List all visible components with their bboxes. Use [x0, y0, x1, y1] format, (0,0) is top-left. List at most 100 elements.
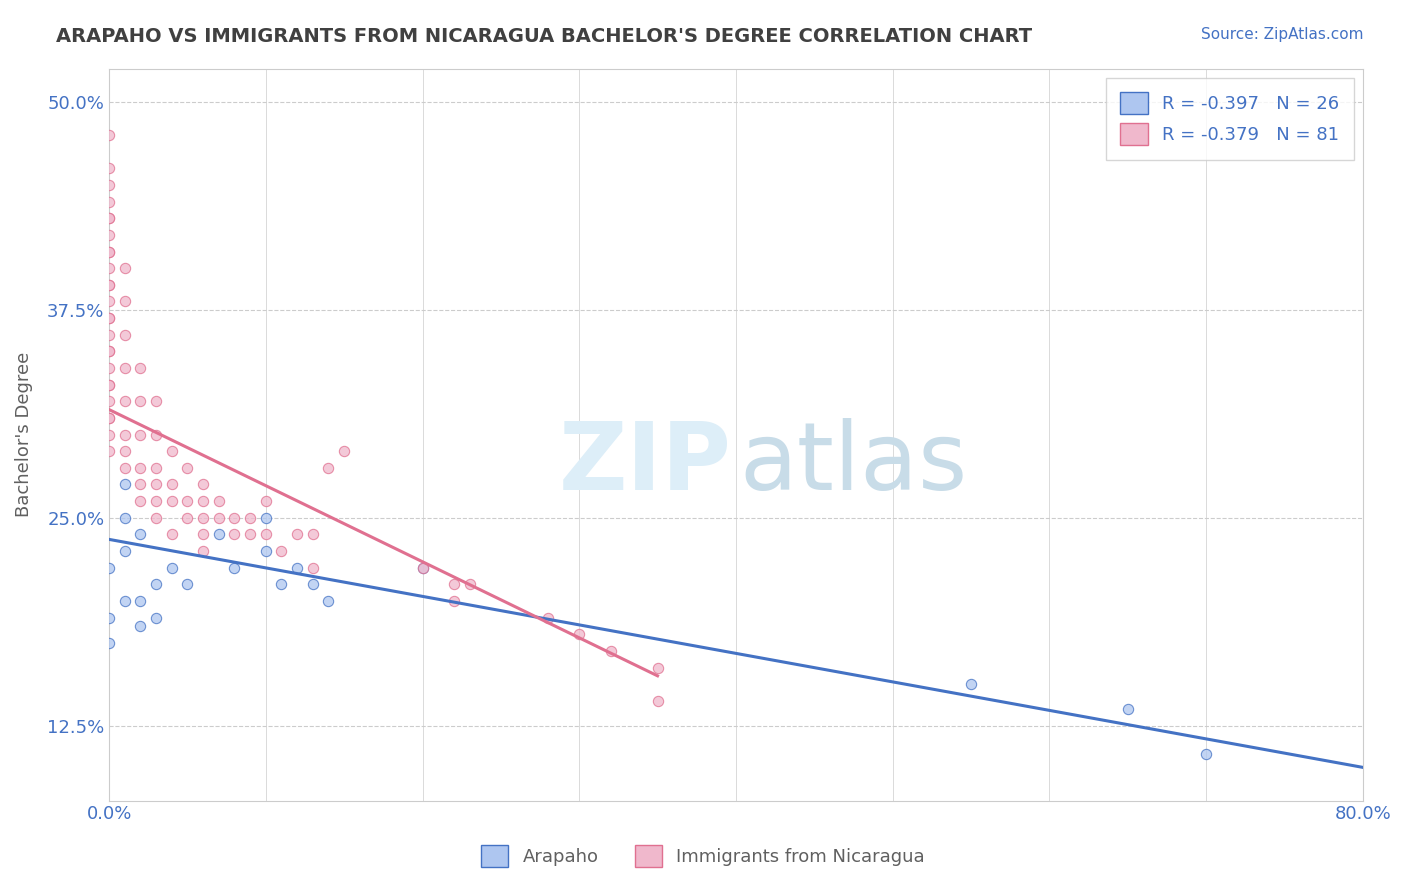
Point [129, 477, 152, 491]
Legend: R = -0.397   N = 26, R = -0.379   N = 81: R = -0.397 N = 26, R = -0.379 N = 81 [1107, 78, 1354, 160]
Point [411, 560, 433, 574]
Point [98, 244, 121, 259]
Point [208, 494, 231, 508]
Point [98, 327, 121, 342]
Point [98, 560, 121, 574]
Point [98, 294, 121, 309]
Point [443, 577, 465, 591]
Point [98, 161, 121, 176]
Point [98, 444, 121, 458]
Point [191, 510, 214, 524]
Point [224, 527, 246, 541]
Point [98, 311, 121, 326]
Point [98, 411, 121, 425]
Point [98, 344, 121, 359]
Point [239, 510, 262, 524]
Text: ARAPAHO VS IMMIGRANTS FROM NICARAGUA BACHELOR'S DEGREE CORRELATION CHART: ARAPAHO VS IMMIGRANTS FROM NICARAGUA BAC… [56, 27, 1032, 45]
Point [129, 594, 152, 608]
Point [129, 494, 152, 508]
Point [254, 544, 277, 558]
Point [318, 594, 340, 608]
Point [176, 494, 198, 508]
Y-axis label: Bachelor's Degree: Bachelor's Degree [15, 352, 32, 517]
Point [191, 477, 214, 491]
Point [98, 344, 121, 359]
Point [129, 394, 152, 409]
Point [160, 560, 183, 574]
Point [98, 411, 121, 425]
Point [208, 510, 231, 524]
Point [98, 610, 121, 624]
Point [98, 277, 121, 292]
Point [239, 527, 262, 541]
Point [98, 211, 121, 226]
Point [960, 677, 983, 691]
Point [114, 594, 136, 608]
Point [98, 277, 121, 292]
Point [176, 460, 198, 475]
Point [160, 527, 183, 541]
Point [145, 460, 167, 475]
Point [318, 460, 340, 475]
Point [160, 494, 183, 508]
Point [98, 377, 121, 392]
Point [98, 227, 121, 242]
Point [224, 510, 246, 524]
Text: ZIP: ZIP [560, 417, 733, 510]
Point [191, 527, 214, 541]
Point [114, 327, 136, 342]
Point [647, 694, 669, 708]
Text: atlas: atlas [740, 417, 967, 510]
Point [114, 261, 136, 276]
Point [599, 644, 621, 658]
Point [301, 560, 323, 574]
Point [458, 577, 481, 591]
Point [98, 311, 121, 326]
Point [129, 427, 152, 442]
Point [224, 560, 246, 574]
Point [114, 460, 136, 475]
Point [191, 544, 214, 558]
Point [98, 261, 121, 276]
Point [568, 627, 591, 641]
Point [301, 527, 323, 541]
Point [114, 294, 136, 309]
Point [191, 494, 214, 508]
Point [129, 527, 152, 541]
Point [98, 128, 121, 142]
Point [333, 444, 356, 458]
Point [114, 394, 136, 409]
Point [1116, 702, 1139, 716]
Point [270, 577, 292, 591]
Point [114, 510, 136, 524]
Point [98, 244, 121, 259]
Point [98, 394, 121, 409]
Point [98, 194, 121, 209]
Point [160, 477, 183, 491]
Point [98, 427, 121, 442]
Point [254, 494, 277, 508]
Point [443, 594, 465, 608]
Point [98, 211, 121, 226]
Point [114, 544, 136, 558]
Legend: Arapaho, Immigrants from Nicaragua: Arapaho, Immigrants from Nicaragua [474, 838, 932, 874]
Point [98, 377, 121, 392]
Point [98, 178, 121, 192]
Point [145, 477, 167, 491]
Point [208, 527, 231, 541]
Point [285, 560, 308, 574]
Point [145, 610, 167, 624]
Point [114, 444, 136, 458]
Point [98, 361, 121, 376]
Point [114, 427, 136, 442]
Point [114, 361, 136, 376]
Point [176, 577, 198, 591]
Point [129, 619, 152, 633]
Point [647, 660, 669, 674]
Point [285, 527, 308, 541]
Point [145, 394, 167, 409]
Point [254, 510, 277, 524]
Point [129, 361, 152, 376]
Point [129, 460, 152, 475]
Text: Source: ZipAtlas.com: Source: ZipAtlas.com [1201, 27, 1364, 42]
